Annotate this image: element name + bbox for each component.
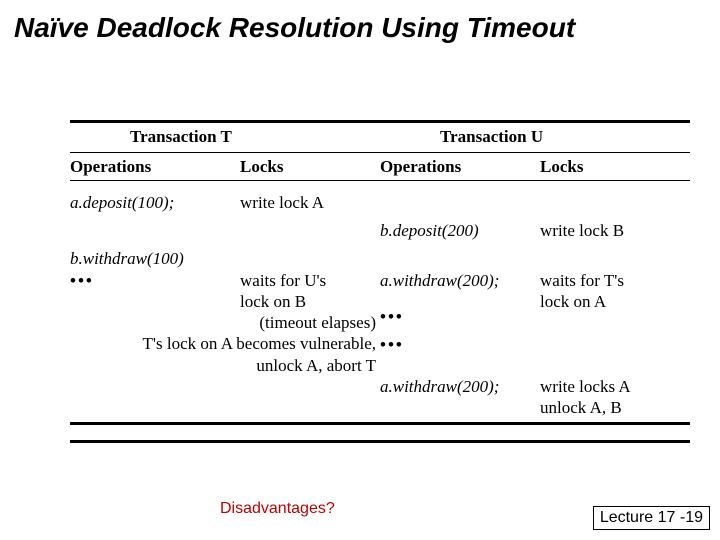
r3-lock-u: waits for T's lock on A <box>540 270 690 313</box>
disadvantages-label: Disadvantages? <box>220 500 335 518</box>
header-trans-u: Transaction U <box>440 126 543 147</box>
header-ops-u: Operations <box>380 156 540 177</box>
timeout-line1: (timeout elapses) <box>259 313 376 332</box>
r3-lock-t-line2: lock on B <box>240 292 306 311</box>
r5-ops-u: a.withdraw(200); <box>380 376 540 397</box>
r5-lock-u-line1: write locks A <box>540 377 631 396</box>
header-ops-t: Operations <box>70 156 240 177</box>
r4-dots-u1: ••• <box>380 306 540 327</box>
r1-lock-t: write lock A <box>240 192 380 213</box>
r3-lock-t-line1: waits for U's <box>240 271 326 290</box>
r3-lock-u-line2: lock on A <box>540 292 606 311</box>
rule-sub2 <box>70 180 690 181</box>
rule-top <box>70 120 690 123</box>
r5-lock-u-line2: unlock A, B <box>540 398 622 417</box>
r3-ops-t: b.withdraw(100) <box>70 248 240 269</box>
header-trans-t: Transaction T <box>130 126 232 147</box>
rule-bottom1 <box>70 422 690 425</box>
r3-dots-t: ••• <box>70 270 94 291</box>
r3-lock-t-1: waits for U's lock on B <box>240 270 380 313</box>
timeout-line3: unlock A, abort T <box>256 356 376 375</box>
r2-lock-u: write lock B <box>540 220 690 241</box>
timeout-line2: T's lock on A becomes vulnerable, <box>143 334 376 353</box>
header-locks-t: Locks <box>240 156 380 177</box>
header-locks-u: Locks <box>540 156 690 177</box>
r2-ops-u: b.deposit(200) <box>380 220 540 241</box>
rule-sub1 <box>70 152 690 153</box>
page-title: Naïve Deadlock Resolution Using Timeout <box>0 0 720 44</box>
rule-bottom2 <box>70 440 690 443</box>
r4-dots-u2: ••• <box>380 334 540 355</box>
r5-lock-u: write locks A unlock A, B <box>540 376 690 419</box>
r1-ops-t: a.deposit(100); <box>70 192 240 213</box>
r3-lock-u-line1: waits for T's <box>540 271 624 290</box>
timeout-block: (timeout elapses) T's lock on A becomes … <box>70 312 376 376</box>
lecture-label: Lecture 17 -19 <box>593 506 710 530</box>
r3-ops-u: a.withdraw(200); <box>380 270 540 291</box>
